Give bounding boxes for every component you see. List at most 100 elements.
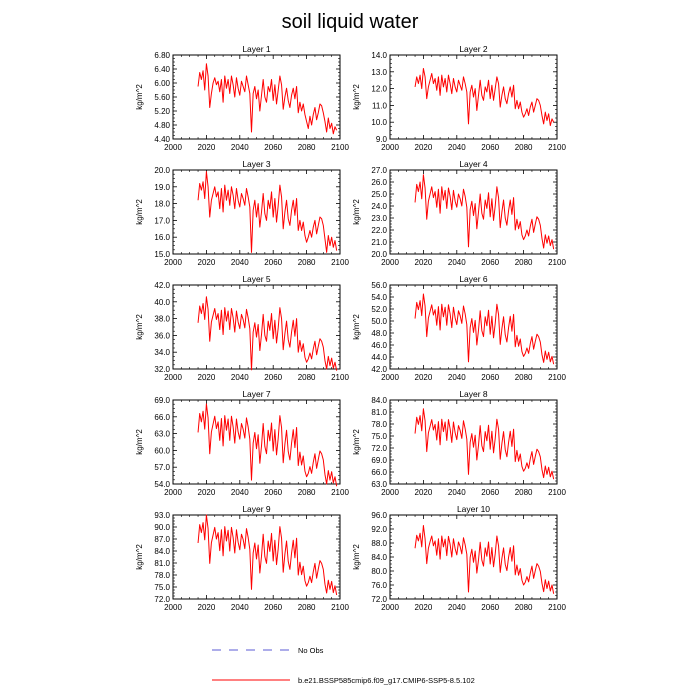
x-tick-label: 2020 [415, 603, 433, 612]
x-tick-label: 2000 [381, 258, 399, 267]
y-tick-label: 18.0 [154, 200, 170, 209]
x-tick-label: 2100 [548, 373, 566, 382]
x-tick-label: 2000 [381, 488, 399, 497]
y-tick-label: 50.0 [371, 317, 387, 326]
y-tick-label: 24.0 [371, 202, 387, 211]
y-tick-label: 66.0 [154, 413, 170, 422]
y-tick-label: 72.0 [371, 444, 387, 453]
x-tick-label: 2100 [548, 143, 566, 152]
y-tick-label: 84.0 [154, 547, 170, 556]
y-tick-label: 17.0 [154, 216, 170, 225]
y-tick-label: 92.0 [371, 525, 387, 534]
y-tick-label: 72.0 [154, 595, 170, 604]
y-tick-label: 20.0 [154, 166, 170, 175]
x-tick-label: 2040 [231, 143, 249, 152]
x-tick-label: 2000 [164, 373, 182, 382]
y-tick-label: 32.0 [154, 365, 170, 374]
y-tick-label: 69.0 [154, 396, 170, 405]
series-line [197, 403, 338, 487]
panel-title: Layer 4 [459, 159, 488, 169]
panel-title: Layer 2 [459, 44, 488, 54]
panel-layer-1: Layer 1 kg/m^2 4.40 4.80 5.20 5.60 6.00 6.40 6.8… [135, 44, 349, 152]
panel-title: Layer 6 [459, 274, 488, 284]
panel-layer-3: Layer 3 kg/m^2 15.0 16.0 17.0 18.0 19.0 20.0 200… [135, 159, 349, 267]
x-tick-label: 2080 [298, 488, 316, 497]
y-tick-label: 22.0 [371, 226, 387, 235]
y-tick-label: 90.0 [154, 523, 170, 532]
x-tick-label: 2000 [164, 258, 182, 267]
series-line [414, 293, 555, 365]
y-tick-label: 38.0 [154, 315, 170, 324]
x-tick-label: 2040 [448, 258, 466, 267]
x-tick-label: 2060 [264, 488, 282, 497]
panel-title: Layer 5 [242, 274, 271, 284]
y-tick-label: 16.0 [154, 233, 170, 242]
y-tick-label: 15.0 [154, 250, 170, 259]
y-tick-label: 12.0 [371, 85, 387, 94]
x-tick-label: 2060 [264, 143, 282, 152]
x-tick-label: 2000 [164, 603, 182, 612]
panel-title: Layer 1 [242, 44, 271, 54]
y-axis-label: kg/m^2 [135, 429, 144, 455]
y-axis-label: kg/m^2 [135, 84, 144, 110]
x-tick-label: 2040 [231, 373, 249, 382]
y-axis-label: kg/m^2 [352, 429, 361, 455]
x-tick-label: 2020 [415, 258, 433, 267]
y-tick-label: 75.0 [154, 583, 170, 592]
x-tick-label: 2000 [381, 373, 399, 382]
y-tick-label: 54.0 [154, 480, 170, 489]
y-tick-label: 26.0 [371, 178, 387, 187]
x-tick-label: 2100 [331, 373, 349, 382]
plot-frame [172, 284, 341, 370]
x-tick-label: 2000 [164, 488, 182, 497]
series-line [197, 171, 338, 253]
series-line [414, 408, 555, 480]
panels: Layer 1 kg/m^2 4.40 4.80 5.20 5.60 6.00 6.40 6.8… [135, 44, 566, 612]
x-tick-label: 2040 [448, 373, 466, 382]
y-tick-label: 66.0 [371, 468, 387, 477]
x-tick-label: 2080 [298, 373, 316, 382]
x-tick-label: 2020 [198, 603, 216, 612]
plot-frame [389, 514, 558, 600]
x-tick-label: 2060 [481, 258, 499, 267]
y-tick-label: 27.0 [371, 166, 387, 175]
y-tick-label: 60.0 [154, 446, 170, 455]
y-tick-label: 84.0 [371, 396, 387, 405]
x-tick-label: 2060 [264, 603, 282, 612]
series-line [197, 514, 338, 596]
y-tick-label: 23.0 [371, 214, 387, 223]
y-tick-label: 14.0 [371, 51, 387, 60]
x-tick-label: 2020 [198, 373, 216, 382]
x-tick-label: 2100 [331, 258, 349, 267]
y-tick-label: 4.40 [154, 135, 170, 144]
y-axis-label: kg/m^2 [135, 544, 144, 570]
x-tick-label: 2040 [231, 488, 249, 497]
y-tick-label: 40.0 [154, 298, 170, 307]
panel-layer-9: Layer 9 kg/m^2 72.0 75.0 78.0 81.0 84.0 87.0 90.… [135, 504, 349, 612]
y-tick-label: 6.80 [154, 51, 170, 60]
y-tick-label: 80.0 [371, 567, 387, 576]
x-tick-label: 2040 [231, 603, 249, 612]
panel-title: Layer 7 [242, 389, 271, 399]
y-tick-label: 36.0 [154, 331, 170, 340]
x-tick-label: 2000 [381, 603, 399, 612]
x-tick-label: 2100 [331, 488, 349, 497]
y-tick-label: 42.0 [154, 281, 170, 290]
legend-obs-label: No Obs [298, 646, 324, 655]
x-tick-label: 2080 [298, 603, 316, 612]
x-tick-label: 2100 [548, 488, 566, 497]
panel-layer-8: Layer 8 kg/m^2 63.0 66.0 69.0 72.0 75.0 78.0 81.… [352, 389, 566, 497]
y-tick-label: 76.0 [371, 581, 387, 590]
y-tick-label: 54.0 [371, 293, 387, 302]
y-tick-label: 78.0 [154, 571, 170, 580]
x-tick-label: 2080 [298, 258, 316, 267]
series-line [414, 67, 555, 127]
x-tick-label: 2080 [515, 143, 533, 152]
panel-layer-4: Layer 4 kg/m^2 20.0 21.0 22.0 23.0 24.0 25.0 26.… [352, 159, 566, 267]
y-tick-label: 63.0 [371, 480, 387, 489]
x-tick-label: 2040 [448, 488, 466, 497]
x-tick-label: 2060 [264, 258, 282, 267]
y-tick-label: 46.0 [371, 341, 387, 350]
y-tick-label: 81.0 [371, 408, 387, 417]
y-tick-label: 52.0 [371, 305, 387, 314]
